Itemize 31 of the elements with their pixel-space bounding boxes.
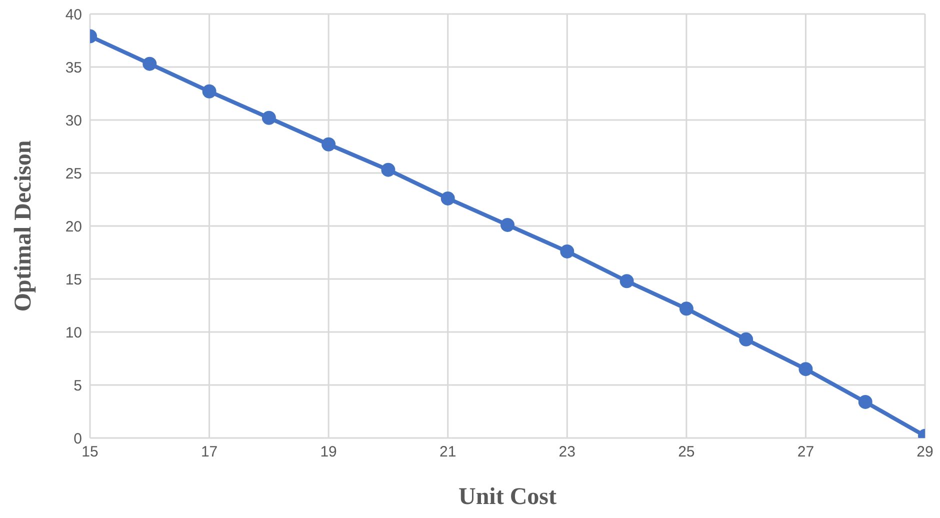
point xyxy=(262,110,276,125)
y-tick-label: 5 xyxy=(74,377,82,394)
point xyxy=(142,56,157,71)
x-tick-label: 23 xyxy=(558,444,576,461)
x-tick-label: 27 xyxy=(797,444,814,461)
point xyxy=(620,274,634,288)
point xyxy=(798,362,813,376)
point xyxy=(560,244,574,258)
y-tick-label: 15 xyxy=(65,271,82,288)
y-tick-label: 25 xyxy=(65,165,82,182)
point xyxy=(739,332,754,346)
y-tick-label: 35 xyxy=(65,59,82,76)
y-tick-label: 0 xyxy=(74,430,82,448)
y-axis-title: Optimal Decison xyxy=(10,140,37,312)
point xyxy=(440,191,455,206)
x-tick-label: 25 xyxy=(678,444,695,461)
y-tick-label: 40 xyxy=(65,6,82,24)
point xyxy=(381,162,396,177)
x-tick-label: 19 xyxy=(320,444,337,461)
x-tick-label: 17 xyxy=(200,444,218,461)
y-tick-label: 20 xyxy=(65,218,82,236)
point xyxy=(202,84,216,98)
point xyxy=(322,137,336,152)
y-tick-label: 10 xyxy=(65,324,82,342)
x-tick-label: 21 xyxy=(440,444,456,461)
x-axis-title: Unit Cost xyxy=(458,484,557,510)
y-tick-label: 30 xyxy=(65,112,82,130)
point xyxy=(858,394,872,409)
point xyxy=(500,218,514,232)
x-tick-label: 29 xyxy=(916,444,934,461)
point xyxy=(679,302,694,316)
